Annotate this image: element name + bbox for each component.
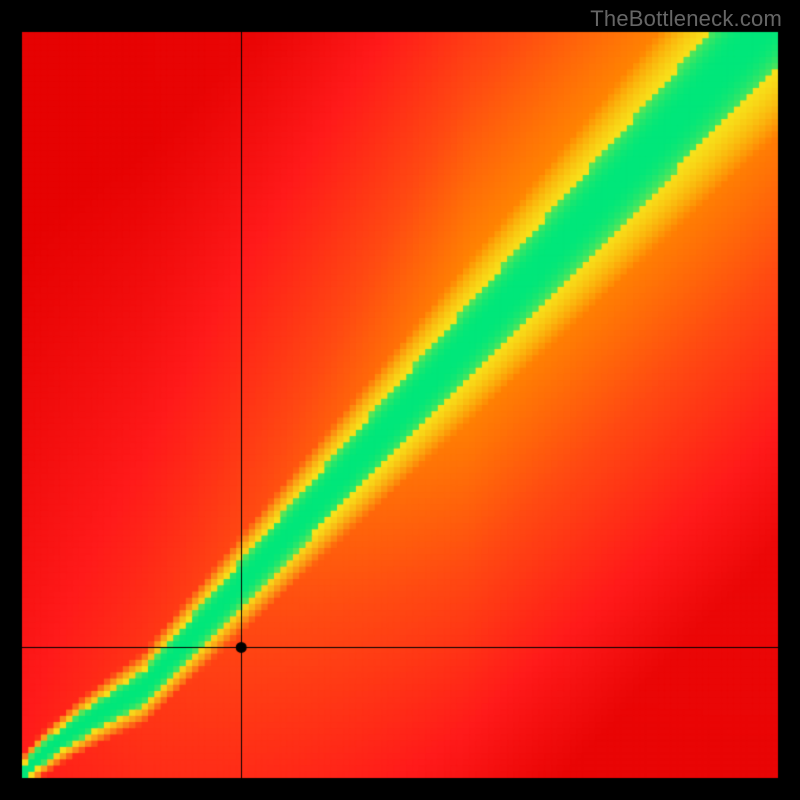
heatmap-canvas (0, 0, 800, 800)
root-container: TheBottleneck.com (0, 0, 800, 800)
watermark-text: TheBottleneck.com (590, 6, 782, 32)
